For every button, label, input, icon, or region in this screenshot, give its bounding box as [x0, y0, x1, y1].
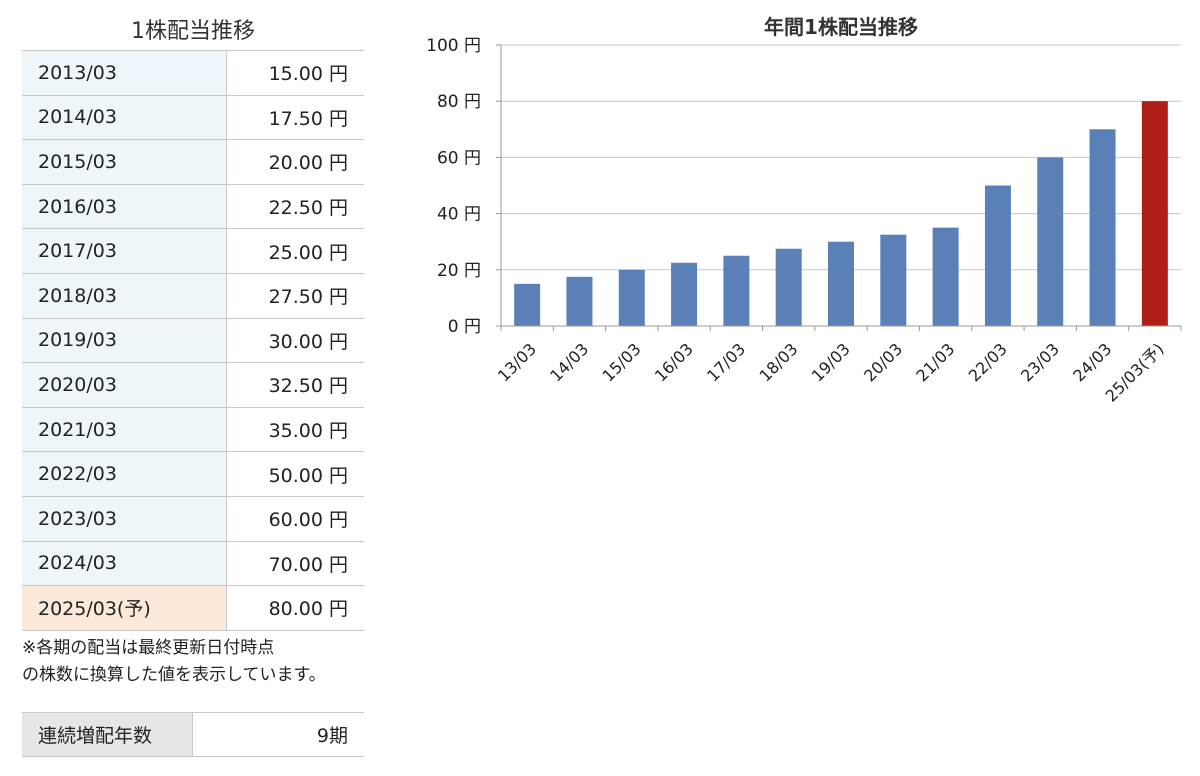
x-tick-label: 19/03: [808, 339, 854, 385]
x-tick-label: 21/03: [912, 339, 958, 385]
dividend-value-cell: 32.50 円: [226, 362, 364, 408]
dividend-table: 2013/03 15.00 円 2014/03 17.50 円 2015/03 20.00…: [22, 50, 364, 631]
table-row: 2024/03 70.00 円: [22, 541, 364, 587]
dividend-value-cell: 60.00 円: [226, 496, 364, 542]
bar: [566, 276, 593, 326]
dividend-value-cell: 27.50 円: [226, 273, 364, 319]
y-tick-label: 100 円: [426, 36, 481, 56]
x-tick-label: 22/03: [965, 339, 1011, 385]
period-cell: 2025/03(予): [22, 585, 227, 631]
streak-label: 連続増配年数: [22, 712, 193, 757]
x-tick-label: 18/03: [755, 339, 801, 385]
streak-value: 9期: [316, 725, 348, 747]
dividend-value-cell: 15.00 円: [226, 50, 364, 96]
table-title: 1株配当推移: [131, 19, 255, 44]
period-cell: 2014/03: [22, 95, 227, 141]
dividend-value-cell: 20.00 円: [226, 139, 364, 185]
period-cell: 2017/03: [22, 228, 227, 274]
bar: [984, 185, 1011, 326]
bar: [723, 255, 750, 326]
dividend-table-panel: 1株配当推移 2013/03 15.00 円 2014/03 17.50 円 2015/…: [22, 14, 364, 689]
table-row: 2025/03(予) 80.00 円: [22, 585, 364, 631]
table-row: 2016/03 22.50 円: [22, 184, 364, 230]
y-tick-label: 20 円: [437, 261, 481, 281]
period-cell: 2021/03: [22, 407, 227, 453]
bar: [880, 234, 907, 326]
period-cell: 2016/03: [22, 184, 227, 230]
dividend-bar-chart: 年間1株配当推移 0 円 20 円 40 円 60 円 80 円 100 円 13/03 14/…: [426, 15, 1182, 406]
period-cell: 2019/03: [22, 318, 227, 364]
table-row: 2021/03 35.00 円: [22, 407, 364, 453]
dividend-value-cell: 25.00 円: [226, 228, 364, 274]
period-cell: 2024/03: [22, 541, 227, 587]
forecast-bar: [1141, 101, 1168, 326]
table-row: 2013/03 15.00 円: [22, 50, 364, 96]
period-cell: 2018/03: [22, 273, 227, 319]
bar: [618, 269, 645, 326]
bar: [671, 262, 698, 326]
period-cell: 2015/03: [22, 139, 227, 185]
streak-row: 連続増配年数 9期: [22, 712, 364, 757]
y-tick-label: 0 円: [448, 317, 481, 337]
consecutive-increase-table: 連続増配年数 9期: [22, 712, 364, 757]
chart-title: 年間1株配当推移: [764, 15, 918, 39]
dividend-value-cell: 50.00 円: [226, 451, 364, 497]
dividend-value-cell: 80.00 円: [226, 585, 364, 631]
dividend-value-cell: 70.00 円: [226, 541, 364, 587]
x-tick-label: 23/03: [1017, 339, 1063, 385]
y-tick-label: 80 円: [437, 92, 481, 112]
table-row: 2019/03 30.00 円: [22, 318, 364, 364]
dividend-value-cell: 17.50 円: [226, 95, 364, 141]
table-row: 2020/03 32.50 円: [22, 362, 364, 408]
x-tick-label: 17/03: [703, 339, 749, 385]
note-line-1: ※各期の配当は最終更新日付時点: [22, 637, 275, 658]
period-cell: 2013/03: [22, 50, 227, 96]
bar: [932, 227, 959, 326]
table-row: 2015/03 20.00 円: [22, 139, 364, 185]
table-row: 2023/03 60.00 円: [22, 496, 364, 542]
x-tick-label: 15/03: [599, 339, 645, 385]
period-cell: 2022/03: [22, 451, 227, 497]
table-row: 2018/03 27.50 円: [22, 273, 364, 319]
y-tick-label: 60 円: [437, 148, 481, 168]
x-tick-label: 20/03: [860, 339, 906, 385]
dividend-note: ※各期の配当は最終更新日付時点 の株数に換算した値を表示しています。: [22, 635, 364, 689]
table-row: 2014/03 17.50 円: [22, 95, 364, 141]
y-tick-label: 40 円: [437, 205, 481, 225]
dividend-value-cell: 22.50 円: [226, 184, 364, 230]
bar: [1089, 129, 1116, 326]
bar: [828, 241, 854, 326]
note-line-2: の株数に換算した値を表示しています。: [22, 664, 326, 685]
bar: [514, 283, 541, 326]
dividend-value-cell: 35.00 円: [226, 407, 364, 453]
x-tick-label: 13/03: [494, 339, 540, 385]
period-cell: 2020/03: [22, 362, 227, 408]
bar: [1037, 157, 1064, 326]
period-cell: 2023/03: [22, 496, 227, 542]
table-row: 2022/03 50.00 円: [22, 451, 364, 497]
x-tick-label: 24/03: [1069, 339, 1115, 385]
x-tick-label: 14/03: [546, 339, 592, 385]
bar: [775, 248, 802, 326]
table-row: 2017/03 25.00 円: [22, 228, 364, 274]
x-tick-label: 16/03: [651, 339, 697, 385]
dividend-value-cell: 30.00 円: [226, 318, 364, 364]
